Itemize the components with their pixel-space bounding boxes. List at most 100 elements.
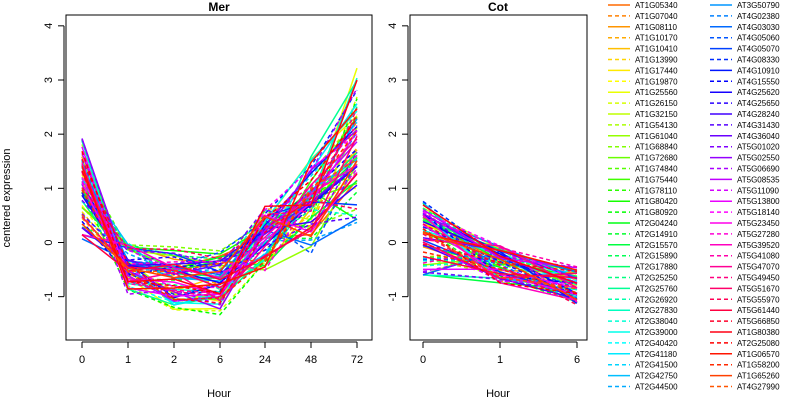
legend-label: AT1G68840	[635, 143, 678, 152]
cot-y-tick-label: 1	[387, 185, 399, 191]
legend-label: AT1G78110	[635, 186, 678, 195]
legend-label: AT4G25650	[737, 99, 780, 108]
legend-label: AT2G40420	[635, 339, 678, 348]
mer-x-tick-label: 2	[171, 354, 177, 366]
mer-panel-title: Mer	[208, 0, 230, 14]
mer-series-line	[81, 215, 358, 273]
mer-y-tick-label: 0	[43, 239, 55, 245]
cot-panel-title: Cot	[488, 0, 508, 14]
legend-label: AT2G38040	[635, 317, 678, 326]
legend-label: AT1G75440	[635, 175, 678, 184]
mer-series-line	[81, 114, 358, 304]
legend-label: AT2G26920	[635, 295, 678, 304]
cot-series-line	[422, 223, 578, 306]
legend-label: AT1G58200	[737, 361, 780, 370]
mer-y-tick-label: 2	[43, 131, 55, 137]
legend-label: AT1G05340	[635, 1, 678, 10]
legend-label: AT5G61440	[737, 306, 780, 315]
legend-label: AT1G74840	[635, 165, 678, 174]
mer-x-tick-label: 1	[125, 354, 131, 366]
legend-label: AT1G65260	[737, 372, 780, 381]
legend-label: AT1G80380	[737, 328, 780, 337]
legend-label: AT2G25080	[737, 339, 780, 348]
legend-label: AT1G61040	[635, 132, 678, 141]
legend-label: AT1G80920	[635, 208, 678, 217]
mer-y-tick-label: 4	[43, 23, 55, 29]
cot-series-line	[422, 231, 578, 290]
legend-label: AT2G27830	[635, 306, 678, 315]
legend-label: AT2G15570	[635, 241, 678, 250]
cot-x-tick-label: 6	[574, 354, 580, 366]
cot-series-line	[422, 233, 578, 288]
legend-label: AT1G25560	[635, 88, 678, 97]
legend-label: AT1G80420	[635, 197, 678, 206]
legend: AT1G05340 AT1G07040 AT1G08110 AT1G10170 AT1G…	[608, 1, 780, 392]
legend-label: AT5G02550	[737, 154, 780, 163]
cot-x-tick-label: 0	[420, 354, 426, 366]
cot-y-tick-label: -1	[387, 292, 399, 302]
mer-series-line	[81, 160, 358, 279]
legend-label: AT2G41500	[635, 361, 678, 370]
mer-series-line	[81, 89, 358, 296]
mer-series-line	[81, 159, 358, 266]
legend-label: AT4G03030	[737, 23, 780, 32]
legend-label: AT2G04240	[635, 219, 678, 228]
legend-label: AT1G72680	[635, 154, 678, 163]
mer-series-line	[81, 124, 358, 294]
mer-series-line	[81, 158, 358, 273]
legend-label: AT4G28240	[737, 110, 780, 119]
legend-label: AT5G66850	[737, 317, 780, 326]
cot-x-tick-label: 1	[497, 354, 503, 366]
cot-series-line	[422, 241, 578, 285]
mer-series-line	[81, 108, 358, 298]
legend-label: AT1G32150	[635, 110, 678, 119]
legend-label: AT4G31430	[737, 121, 780, 130]
legend-label: AT1G26150	[635, 99, 678, 108]
legend-label: AT4G10910	[737, 66, 780, 75]
mer-series-line	[81, 171, 358, 296]
legend-label: AT2G15890	[635, 252, 678, 261]
legend-label: AT5G01020	[737, 143, 780, 152]
legend-label: AT2G25250	[635, 274, 678, 283]
legend-label: AT5G06690	[737, 165, 780, 174]
legend-label: AT1G06570	[737, 350, 780, 359]
mer-plot-frame	[65, 14, 373, 341]
legend-label: AT3G50790	[737, 1, 780, 10]
mer-series-line	[81, 117, 358, 295]
legend-label: AT5G08535	[737, 175, 780, 184]
legend-label: AT4G02380	[737, 12, 780, 21]
legend-label: AT4G15550	[737, 77, 780, 86]
mer-series-line	[81, 108, 358, 290]
y-axis-label: centered expression	[1, 148, 13, 247]
cot-series-line	[422, 221, 578, 295]
legend-label: AT1G17440	[635, 66, 678, 75]
legend-label: AT2G14910	[635, 230, 678, 239]
legend-label: AT5G18140	[737, 208, 780, 217]
mer-y-tick-label: -1	[43, 292, 55, 302]
cot-series-line	[422, 247, 578, 268]
legend-label: AT1G54130	[635, 121, 678, 130]
legend-label: AT1G10410	[635, 45, 678, 54]
cot-series-line	[422, 230, 578, 301]
legend-label: AT4G27990	[737, 383, 780, 392]
legend-label: AT1G19870	[635, 77, 678, 86]
cot-series-line	[422, 251, 578, 294]
mer-x-tick-label: 48	[305, 354, 317, 366]
legend-label: AT1G13990	[635, 56, 678, 65]
mer-series-line	[81, 151, 358, 267]
cot-plot-frame	[409, 14, 588, 341]
mer-x-tick-label: 0	[79, 354, 85, 366]
legend-label: AT5G47070	[737, 263, 780, 272]
legend-label: AT1G08110	[635, 23, 678, 32]
legend-label: AT5G11090	[737, 186, 780, 195]
cot-series-line	[422, 255, 578, 279]
legend-label: AT2G25760	[635, 284, 678, 293]
mer-x-tick-label: 72	[351, 354, 363, 366]
mer-series-line	[81, 163, 358, 279]
mer-series-line	[81, 186, 358, 260]
legend-label: AT2G39000	[635, 328, 678, 337]
cot-series-line	[422, 228, 578, 303]
mer-series-line	[81, 135, 358, 289]
legend-label: AT5G55970	[737, 295, 780, 304]
cot-series-line	[422, 254, 578, 287]
